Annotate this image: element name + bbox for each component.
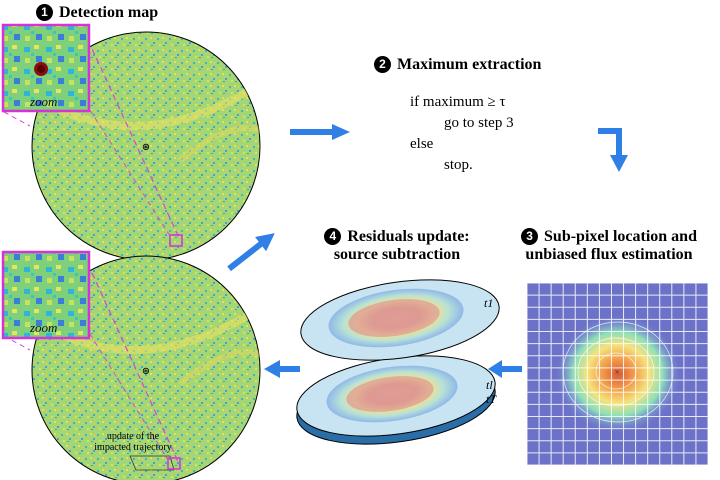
trajectory-outline [129, 455, 175, 471]
step1-number: 1 [36, 4, 53, 21]
zoom-label-top: zoom [30, 94, 58, 109]
algorithm-line2: go to step 3 [444, 115, 514, 131]
algorithm-line4: stop. [444, 157, 473, 173]
annotation-line1: update of the [106, 431, 160, 442]
layer-label-t1: t1 [484, 296, 494, 310]
residual-layers [296, 279, 500, 445]
arrow-to-bottom-map [264, 360, 300, 378]
layer-tl [296, 355, 496, 437]
step4-title: 4 Residuals update: source subtraction [292, 228, 502, 264]
arrow-diagonal [227, 233, 275, 272]
algorithm-line1: if maximum ≥ τ [410, 94, 506, 110]
step4-title-line2: source subtraction [333, 246, 461, 263]
annotation-line2: impacted trajectory [94, 442, 172, 453]
step3-title-line2: unbiased flux estimation [525, 246, 693, 263]
arrow-to-step4 [488, 360, 522, 378]
step1-title: 1 Detection map [36, 4, 158, 22]
svg-text:×: × [614, 367, 619, 377]
step4-title-line1: Residuals update: [347, 228, 470, 245]
subpixel-grid: × [526, 282, 709, 466]
svg-text:⊛: ⊛ [142, 142, 150, 153]
layer-t1 [300, 279, 500, 361]
svg-text:⊛: ⊛ [142, 366, 150, 377]
arrow-to-step3 [598, 128, 628, 172]
step3-number: 3 [521, 228, 539, 245]
layer-label-tT: tT [486, 392, 497, 406]
layer-label-tl: tl [486, 378, 493, 392]
step1-title-text: Detection map [59, 4, 159, 21]
zoom-region-marker-bottom [167, 457, 181, 470]
step3-title: 3 Sub-pixel location and unbiased flux es… [500, 228, 718, 264]
step4-number: 4 [324, 228, 342, 245]
step2-number: 2 [374, 56, 391, 73]
zoom-label-bottom: zoom [30, 320, 58, 335]
arrow-to-step2 [290, 124, 350, 140]
zoom-region-marker [169, 234, 183, 247]
algorithm-line3: else [410, 136, 434, 152]
step3-title-line1: Sub-pixel location and [544, 228, 697, 245]
step2-title: 2 Maximum extraction [374, 56, 541, 74]
trajectory-annotation: update of the impacted trajectory [78, 431, 188, 453]
zoom-inset-top [1, 23, 91, 113]
step2-title-text: Maximum extraction [397, 56, 542, 73]
zoom-inset-bottom [1, 250, 91, 340]
